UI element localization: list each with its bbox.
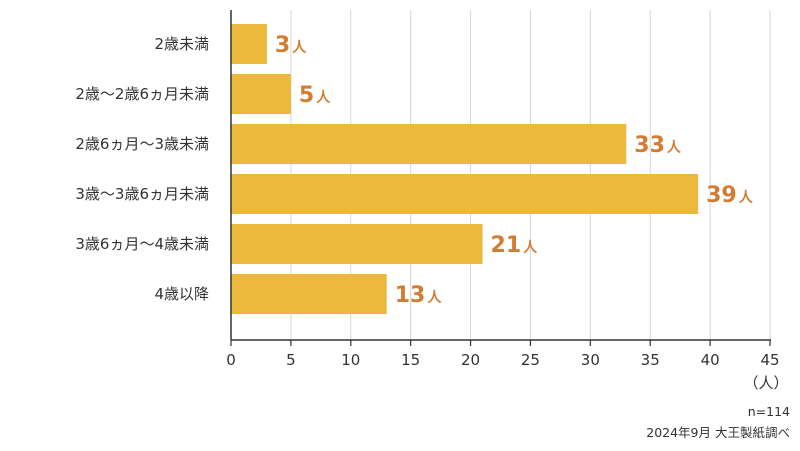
value-unit: 人 xyxy=(316,89,331,106)
category-label: 2歳～2歳6ヵ月未満 xyxy=(75,85,209,103)
value-unit: 人 xyxy=(292,39,307,56)
value-number: 5 xyxy=(299,83,314,108)
sample-size-note: n=114 xyxy=(748,404,790,419)
x-tick-label: 30 xyxy=(581,351,600,369)
value-unit: 人 xyxy=(523,239,538,256)
bar xyxy=(231,224,483,264)
category-label: 2歳未満 xyxy=(154,35,209,53)
x-tick-label: 10 xyxy=(341,351,360,369)
category-label: 4歳以降 xyxy=(154,285,209,303)
bar xyxy=(231,124,627,164)
bars xyxy=(231,24,699,314)
bar xyxy=(231,274,387,314)
x-tick-label: 15 xyxy=(401,351,420,369)
x-tick-label: 25 xyxy=(521,351,540,369)
category-label: 3歳～3歳6ヵ月未満 xyxy=(75,185,209,203)
value-number: 13 xyxy=(395,283,426,308)
x-tick-label: 0 xyxy=(226,351,236,369)
x-tick-label: 40 xyxy=(701,351,720,369)
category-label: 3歳6ヵ月～4歳未満 xyxy=(75,235,209,253)
value-label: 13 人 xyxy=(395,283,443,308)
value-unit: 人 xyxy=(739,189,754,206)
bar xyxy=(231,174,699,214)
source-note: 2024年9月 大王製紙調べ xyxy=(646,425,790,440)
x-axis-unit-label: （人） xyxy=(743,374,788,392)
value-number: 33 xyxy=(634,133,665,158)
x-tick-label: 20 xyxy=(461,351,480,369)
value-unit: 人 xyxy=(427,289,442,306)
bar xyxy=(231,24,267,64)
value-label: 39 人 xyxy=(706,183,754,208)
value-unit: 人 xyxy=(667,139,682,156)
bar xyxy=(231,74,291,114)
axes xyxy=(230,10,771,346)
x-tick-label: 5 xyxy=(286,351,296,369)
value-label: 33 人 xyxy=(634,133,682,158)
value-number: 3 xyxy=(275,33,290,58)
value-number: 39 xyxy=(706,183,737,208)
x-tick-label: 35 xyxy=(641,351,660,369)
category-label: 2歳6ヵ月～3歳未満 xyxy=(75,135,209,153)
value-number: 21 xyxy=(491,233,522,258)
value-label: 21 人 xyxy=(491,233,539,258)
x-tick-label: 45 xyxy=(760,351,779,369)
